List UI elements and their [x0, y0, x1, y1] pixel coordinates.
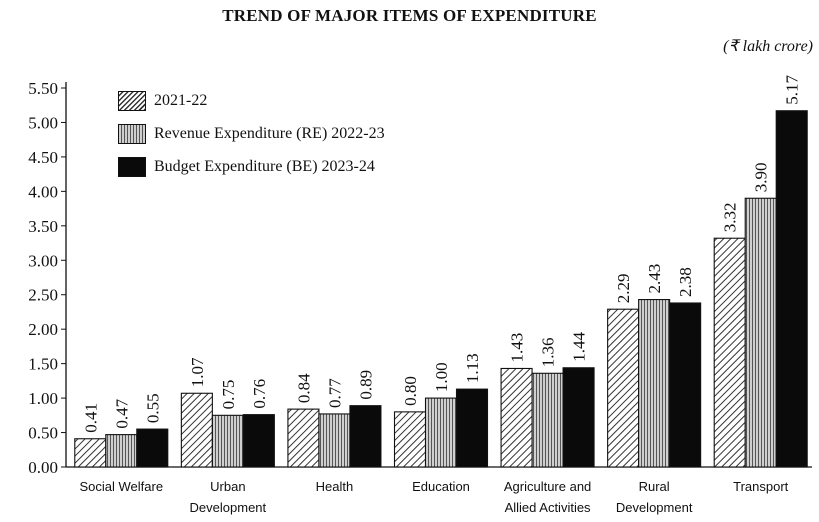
bar-3 [349, 405, 382, 468]
bar-3 [562, 367, 595, 468]
category-label: Education [412, 479, 470, 494]
bar-2 [638, 299, 671, 468]
data-label: 1.36 [539, 338, 558, 368]
legend-item-re-2022-23: Revenue Expenditure (RE) 2022-23 [118, 117, 385, 150]
data-label: 0.89 [356, 370, 375, 400]
category-label: Agriculture and [504, 479, 591, 494]
bar-1 [287, 408, 320, 468]
y-tick-label: 3.00 [28, 251, 58, 270]
legend-swatch-hatch [118, 90, 146, 111]
bar-3 [242, 414, 275, 468]
bar-2 [424, 397, 458, 468]
bar-2 [105, 434, 138, 468]
bar-1 [180, 392, 213, 468]
data-label: 0.76 [250, 379, 269, 409]
data-label: 0.84 [294, 373, 313, 403]
y-tick-label: 5.50 [28, 79, 58, 98]
bars [74, 110, 808, 468]
bar-2 [531, 372, 564, 468]
data-label: 3.90 [752, 163, 771, 193]
y-tick-label: 1.00 [28, 389, 58, 408]
y-tick-label: 3.50 [28, 217, 58, 236]
legend-label: Revenue Expenditure (RE) 2022-23 [154, 124, 385, 142]
legend-item-2021-22: 2021-22 [118, 84, 385, 117]
category-label: Urban [210, 479, 245, 494]
data-label: 3.32 [721, 202, 740, 232]
bar-1 [393, 411, 427, 468]
legend-swatch-solid [118, 156, 146, 177]
data-label: 1.07 [188, 357, 207, 387]
data-label: 1.43 [508, 333, 527, 363]
bar-2 [318, 413, 351, 468]
bar-2 [744, 197, 777, 468]
legend-item-be-2023-24: Budget Expenditure (BE) 2023-24 [118, 150, 385, 183]
y-tick-label: 2.00 [28, 320, 58, 339]
bar-3 [669, 302, 702, 468]
data-label: 0.47 [112, 398, 131, 428]
data-label: 2.43 [645, 264, 664, 294]
category-label: Social Welfare [79, 479, 163, 494]
y-tick-label: 4.00 [28, 182, 58, 201]
bar-1 [713, 237, 746, 468]
bar-3 [136, 428, 169, 468]
legend-label: Budget Expenditure (BE) 2023-24 [154, 157, 375, 175]
data-label: 2.38 [676, 267, 695, 297]
chart-title: TREND OF MAJOR ITEMS OF EXPENDITURE [222, 6, 597, 25]
y-tick-label: 0.00 [28, 458, 58, 477]
category-label: Development [190, 500, 267, 515]
y-tick-label: 5.00 [28, 113, 58, 132]
legend: 2021-22 Revenue Expenditure (RE) 2022-23… [118, 84, 385, 183]
category-labels: Social Welfare Urban Development Health Educ… [79, 479, 788, 515]
unit-label: (₹ lakh crore) [723, 38, 813, 55]
bar-3 [455, 388, 489, 468]
data-label: 1.00 [432, 362, 451, 392]
bar-2 [211, 414, 244, 468]
data-label: 5.17 [783, 74, 802, 104]
data-label: 0.75 [219, 380, 238, 410]
y-tick-label: 4.50 [28, 148, 58, 167]
bar-1 [607, 308, 640, 468]
data-label: 1.44 [570, 332, 589, 362]
data-label: 0.55 [143, 393, 162, 423]
data-label: 0.41 [81, 403, 100, 433]
y-tick-label: 2.50 [28, 286, 58, 305]
data-label: 1.13 [463, 353, 482, 383]
bar-3 [775, 110, 808, 468]
bar-1 [500, 367, 533, 468]
category-label: Rural [639, 479, 670, 494]
y-tick-label: 1.50 [28, 355, 58, 374]
bar-1 [74, 438, 107, 468]
category-label: Transport [733, 479, 789, 494]
category-label: Health [316, 479, 354, 494]
data-labels: 0.41 0.47 0.55 1.07 0.75 0.76 0.84 0.77 0.89 0.80… [81, 74, 801, 432]
data-label: 2.29 [614, 273, 633, 303]
category-label: Development [616, 500, 693, 515]
data-label: 0.77 [325, 378, 344, 408]
legend-label: 2021-22 [154, 91, 208, 109]
legend-swatch-stripes [118, 123, 146, 144]
y-tick-label: 0.50 [28, 424, 58, 443]
category-label: Allied Activities [505, 500, 591, 515]
data-label: 0.80 [401, 376, 420, 406]
